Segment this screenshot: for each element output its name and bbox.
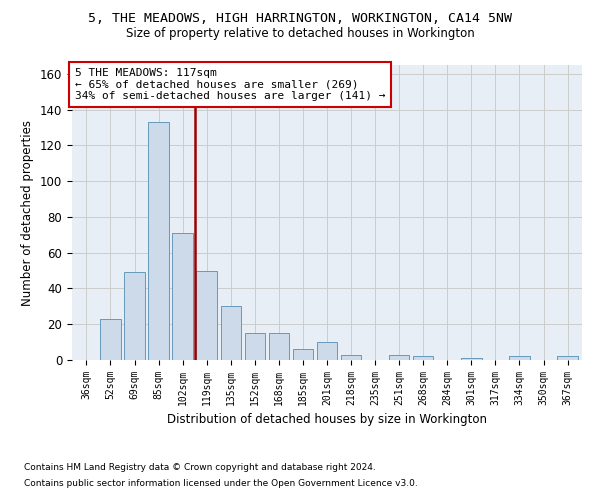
Bar	[100, 319, 121, 360]
Bar	[341, 354, 361, 360]
Bar	[413, 356, 433, 360]
Bar	[317, 342, 337, 360]
Bar	[124, 272, 145, 360]
Bar	[557, 356, 578, 360]
Bar	[389, 354, 409, 360]
Bar	[245, 333, 265, 360]
Text: 5, THE MEADOWS, HIGH HARRINGTON, WORKINGTON, CA14 5NW: 5, THE MEADOWS, HIGH HARRINGTON, WORKING…	[88, 12, 512, 26]
Bar	[509, 356, 530, 360]
Bar	[221, 306, 241, 360]
Text: 5 THE MEADOWS: 117sqm
← 65% of detached houses are smaller (269)
34% of semi-det: 5 THE MEADOWS: 117sqm ← 65% of detached …	[74, 68, 385, 101]
X-axis label: Distribution of detached houses by size in Workington: Distribution of detached houses by size …	[167, 414, 487, 426]
Text: Contains public sector information licensed under the Open Government Licence v3: Contains public sector information licen…	[24, 478, 418, 488]
Bar	[269, 333, 289, 360]
Bar	[461, 358, 482, 360]
Bar	[148, 122, 169, 360]
Bar	[196, 270, 217, 360]
Bar	[172, 233, 193, 360]
Bar	[293, 350, 313, 360]
Text: Contains HM Land Registry data © Crown copyright and database right 2024.: Contains HM Land Registry data © Crown c…	[24, 464, 376, 472]
Text: Size of property relative to detached houses in Workington: Size of property relative to detached ho…	[125, 28, 475, 40]
Y-axis label: Number of detached properties: Number of detached properties	[22, 120, 34, 306]
